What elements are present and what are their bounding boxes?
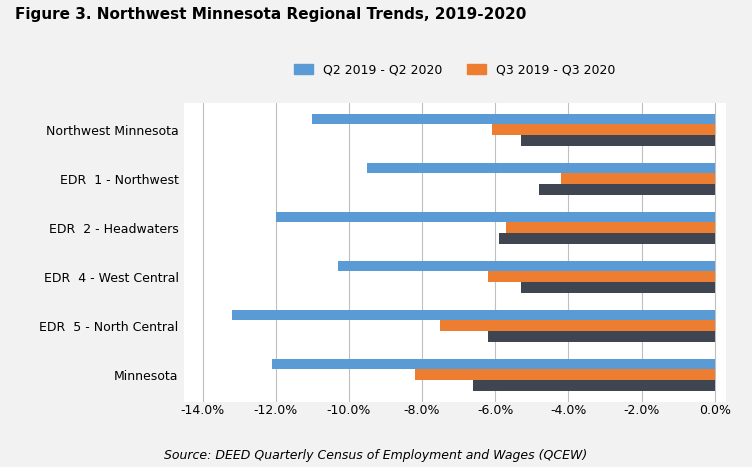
Text: Source: DEED Quarterly Census of Employment and Wages (QCEW): Source: DEED Quarterly Census of Employm… xyxy=(165,449,587,462)
Bar xyxy=(473,380,714,391)
Bar xyxy=(312,113,714,124)
Bar xyxy=(414,369,714,380)
Bar xyxy=(521,135,714,146)
Bar xyxy=(539,184,714,195)
Legend: Q2 2019 - Q2 2020, Q3 2019 - Q3 2020: Q2 2019 - Q2 2020, Q3 2019 - Q3 2020 xyxy=(290,58,620,81)
Bar xyxy=(499,233,714,244)
Bar xyxy=(232,310,714,320)
Bar xyxy=(441,320,714,331)
Bar xyxy=(492,124,714,135)
Bar xyxy=(521,282,714,293)
Text: Figure 3. Northwest Minnesota Regional Trends, 2019-2020: Figure 3. Northwest Minnesota Regional T… xyxy=(15,7,526,22)
Bar xyxy=(367,163,714,173)
Bar xyxy=(338,261,714,271)
Bar xyxy=(276,212,714,222)
Bar xyxy=(488,271,714,282)
Bar xyxy=(488,331,714,342)
Bar xyxy=(561,173,714,184)
Bar xyxy=(506,222,714,233)
Bar xyxy=(272,359,714,369)
